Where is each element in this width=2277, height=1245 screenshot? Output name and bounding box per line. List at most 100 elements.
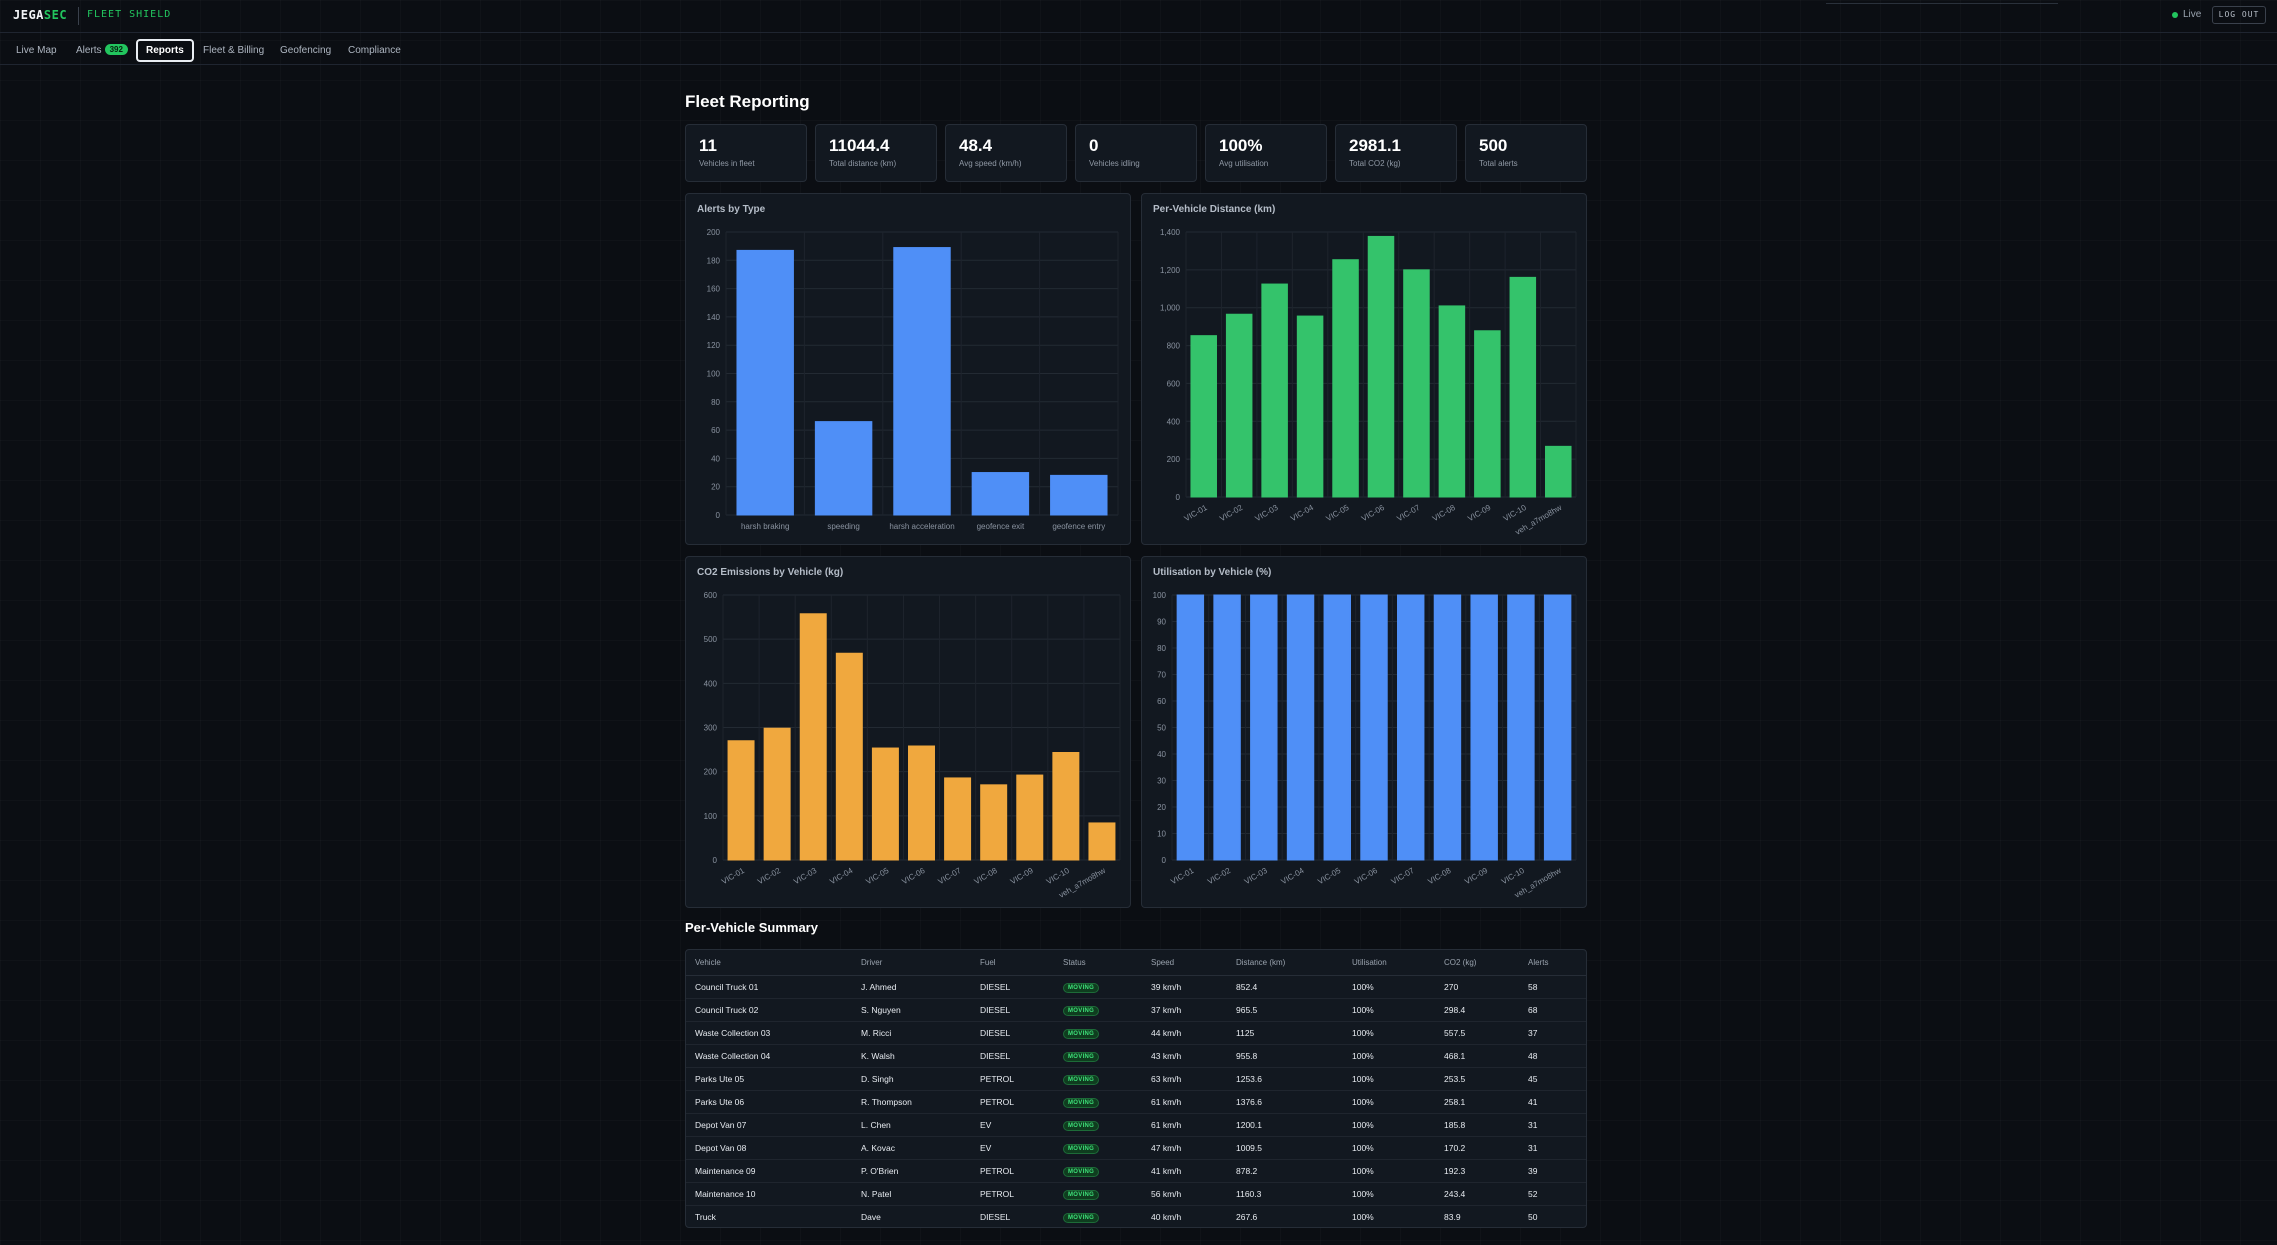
chart-bar[interactable]	[1545, 445, 1572, 498]
chart-bar[interactable]	[1474, 330, 1501, 498]
table-cell: 44 km/h	[1142, 1021, 1227, 1045]
chart-bar[interactable]	[763, 727, 791, 861]
chart-bar[interactable]	[1213, 594, 1241, 861]
table-cell: 100%	[1343, 1021, 1435, 1045]
table-cell: 100%	[1343, 1182, 1435, 1206]
chart-bar[interactable]	[1438, 305, 1466, 498]
x-tick-label: VIC-01	[720, 866, 747, 887]
chart-bar[interactable]	[1433, 594, 1462, 861]
table-cell: PETROL	[971, 1182, 1054, 1206]
chart-bar[interactable]	[814, 421, 873, 516]
chart-bar[interactable]	[893, 247, 951, 516]
chart-bar[interactable]	[1543, 594, 1572, 861]
chart-bar[interactable]	[1225, 313, 1253, 498]
y-tick-label: 200	[704, 768, 718, 777]
chart-bar[interactable]	[799, 613, 827, 861]
chart-bar[interactable]	[727, 740, 755, 861]
table-cell: 243.4	[1435, 1182, 1519, 1206]
chart-bar[interactable]	[1261, 283, 1288, 498]
table-cell: DIESEL	[971, 975, 1054, 999]
stat-card-alerts: 500 Total alerts	[1465, 124, 1587, 182]
chart-title: Per-Vehicle Distance (km)	[1153, 204, 1276, 215]
column-header[interactable]: Vehicle	[686, 950, 852, 976]
table-row[interactable]: Parks Ute 06 R. Thompson PETROL MOVING 61 km…	[686, 1090, 1586, 1114]
chart-bar[interactable]	[835, 652, 863, 861]
y-tick-label: 600	[1167, 379, 1181, 388]
chart-bar[interactable]	[944, 777, 972, 861]
status-badge: MOVING	[1063, 1166, 1100, 1177]
table-cell: 1200.1	[1227, 1113, 1343, 1137]
column-header[interactable]: Speed	[1142, 950, 1227, 976]
live-dot-icon	[2172, 11, 2178, 18]
table-row[interactable]: Council Truck 02 S. Nguyen DIESEL MOVING 37 …	[686, 998, 1586, 1022]
logout-button[interactable]: LOG OUT	[2212, 6, 2266, 24]
column-header[interactable]: Fuel	[971, 950, 1054, 976]
chart-utilisation: Utilisation by Vehicle (%) 0 10 20 30 40 50 60…	[1141, 556, 1587, 908]
tab-compliance[interactable]: Compliance	[348, 45, 401, 56]
table-cell: Depot Van 08	[686, 1136, 852, 1160]
table-row[interactable]: Council Truck 01 J. Ahmed DIESEL MOVING 39 k…	[686, 975, 1586, 999]
chart-bar[interactable]	[980, 784, 1008, 861]
table-cell: Truck	[695, 1211, 716, 1222]
y-tick-label: 20	[1157, 803, 1166, 812]
chart-bar[interactable]	[871, 747, 899, 861]
tab-geofencing[interactable]: Geofencing	[280, 45, 332, 56]
chart-bar[interactable]	[1286, 594, 1315, 861]
table-row[interactable]: Truck Dave DIESEL MOVING 40 km/h 267.6 100% 83.…	[686, 1205, 1586, 1227]
chart-bar[interactable]	[1403, 269, 1430, 498]
chart-bar[interactable]	[1323, 594, 1351, 861]
column-header[interactable]: Alerts	[1519, 950, 1586, 976]
x-tick-label: VIC-06	[1353, 866, 1380, 887]
y-tick-label: 140	[707, 313, 721, 322]
table-cell: PETROL	[971, 1090, 1054, 1114]
table-row[interactable]: Waste Collection 04 K. Walsh DIESEL MOVING 4…	[686, 1044, 1586, 1068]
column-header[interactable]: Status	[1054, 950, 1142, 976]
table-cell: Parks Ute 05	[686, 1067, 852, 1091]
table-row[interactable]: Parks Ute 05 D. Singh PETROL MOVING 63 km/h 1…	[686, 1067, 1586, 1091]
table-cell: 52	[1519, 1182, 1586, 1206]
brand-logo[interactable]: JEGASEC	[13, 8, 67, 22]
y-tick-label: 90	[1157, 618, 1166, 627]
table-cell: MOVING	[1054, 1205, 1142, 1227]
tab-alerts-label: Alerts	[76, 45, 102, 56]
chart-bar[interactable]	[1088, 822, 1116, 861]
chart-bar[interactable]	[1296, 315, 1324, 498]
tab-live-map[interactable]: Live Map	[16, 45, 57, 56]
chart-bar[interactable]	[1250, 594, 1278, 861]
table-row[interactable]: Maintenance 09 P. O'Brien PETROL MOVING 41 k…	[686, 1159, 1586, 1183]
table-cell: 48	[1519, 1044, 1586, 1068]
chart-bar[interactable]	[1016, 774, 1044, 861]
tab-fleet-billing[interactable]: Fleet & Billing	[203, 45, 265, 56]
table-row[interactable]: Depot Van 07 L. Chen EV MOVING 61 km/h 1200.1…	[686, 1113, 1586, 1137]
table-row[interactable]: Maintenance 10 N. Patel PETROL MOVING 56 km/…	[686, 1182, 1586, 1206]
co2-bar-chart: 0 100 200 300 400 500 600 VIC-01 VIC-02 VIC-03 VIC…	[704, 591, 1121, 900]
chart-bar[interactable]	[1397, 594, 1425, 861]
chart-bar[interactable]	[908, 745, 935, 861]
table-cell: Waste Collection 03	[686, 1021, 852, 1045]
tab-alerts[interactable]: Alerts 392	[68, 39, 136, 62]
column-header[interactable]: Distance (km)	[1227, 950, 1343, 976]
tab-reports[interactable]: Reports	[136, 39, 194, 62]
y-tick-label: 1,200	[1160, 266, 1181, 275]
column-header[interactable]: CO2 (kg)	[1435, 950, 1519, 976]
chart-bar[interactable]	[1190, 335, 1217, 498]
chart-bar[interactable]	[1509, 276, 1537, 498]
stat-card-idling: 0 Vehicles idling	[1075, 124, 1197, 182]
x-tick-label: VIC-07	[1395, 503, 1422, 524]
table-row[interactable]: Depot Van 08 A. Kovac EV MOVING 47 km/h 1009.…	[686, 1136, 1586, 1160]
chart-bar[interactable]	[1360, 594, 1388, 861]
chart-bar[interactable]	[736, 249, 794, 516]
chart-bar[interactable]	[1176, 594, 1205, 861]
chart-bar[interactable]	[1507, 594, 1535, 861]
table-row[interactable]: Waste Collection 03 M. Ricci DIESEL MOVING 4…	[686, 1021, 1586, 1045]
chart-bar[interactable]	[1052, 751, 1080, 861]
chart-bar[interactable]	[1470, 594, 1498, 861]
column-header[interactable]: Utilisation	[1343, 950, 1435, 976]
column-header[interactable]: Driver	[852, 950, 971, 976]
chart-bar[interactable]	[1332, 259, 1359, 498]
table-cell: Dave	[861, 1211, 881, 1222]
chart-bar[interactable]	[971, 472, 1030, 516]
x-tick-label: VIC-08	[1431, 503, 1458, 524]
chart-bar[interactable]	[1050, 474, 1108, 516]
chart-bar[interactable]	[1367, 235, 1395, 498]
